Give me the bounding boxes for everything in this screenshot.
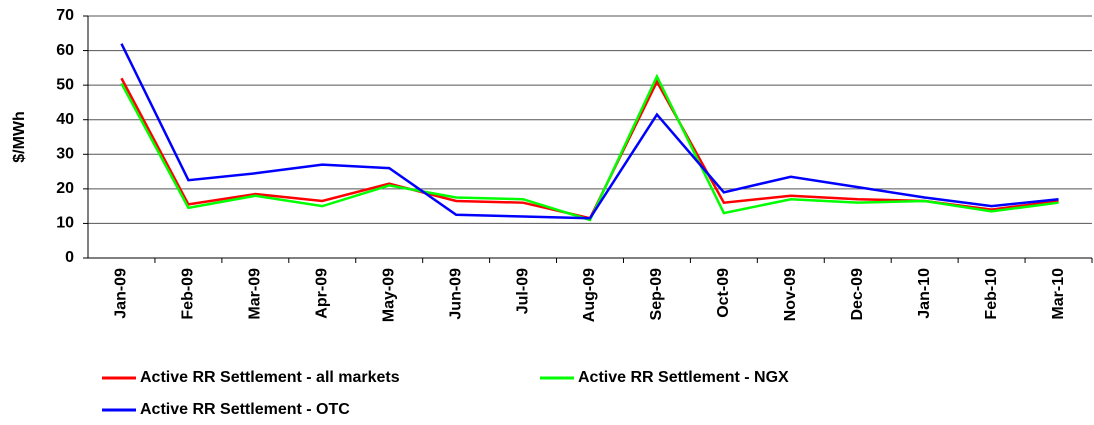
x-tick-label: Mar-09 [247,268,264,320]
y-tick-label: 0 [65,249,74,266]
legend-label: Active RR Settlement - all markets [140,369,400,386]
x-tick-label: Feb-09 [180,268,197,320]
y-tick-label: 50 [56,76,74,93]
x-tick-label: Apr-09 [313,268,330,319]
x-tick-label: Sep-09 [648,268,665,321]
x-tick-label: Oct-09 [715,268,732,318]
x-tick-label: Jun-09 [447,268,464,320]
y-tick-label: 60 [56,42,74,59]
y-axis-label: $/MWh [11,111,28,163]
legend-label: Active RR Settlement - OTC [140,401,350,418]
series-line [120,43,1059,220]
x-tick-label: Jan-09 [113,268,130,319]
x-tick-label: Mar-10 [1050,268,1067,320]
x-tick-label: Feb-10 [983,268,1000,320]
legend-label: Active RR Settlement - NGX [578,369,789,386]
x-tick-label: Aug-09 [581,268,598,322]
y-tick-label: 10 [56,215,74,232]
y-tick-label: 20 [56,180,74,197]
y-tick-label: 40 [56,111,74,128]
y-tick-label: 30 [56,146,74,163]
y-tick-label: 70 [56,7,74,24]
x-tick-label: Jan-10 [916,268,933,319]
series-line [120,73,1059,222]
x-tick-label: May-09 [380,268,397,322]
x-tick-label: Dec-09 [849,268,866,321]
x-tick-label: Jul-09 [514,268,531,314]
x-tick-label: Nov-09 [782,268,799,321]
